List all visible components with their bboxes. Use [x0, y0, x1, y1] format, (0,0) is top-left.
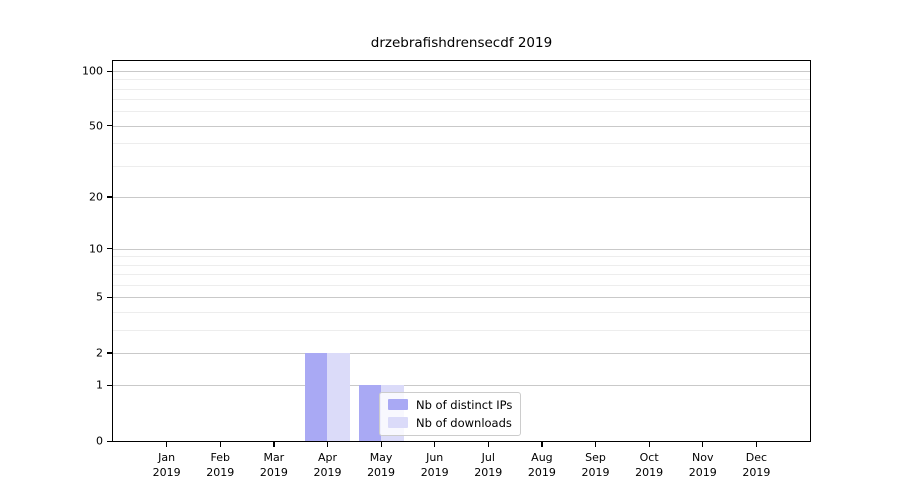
- legend-item-distinct-ips: Nb of distinct IPs: [388, 397, 512, 412]
- y-tick-label-0: 0: [96, 434, 103, 448]
- x-tick-label-jul: Jul 2019: [474, 451, 503, 479]
- y-tick-1: [107, 384, 112, 387]
- y-tick-50: [107, 125, 112, 127]
- x-tick-label-feb: Feb 2019: [206, 451, 235, 479]
- x-tick-oct: [648, 442, 650, 447]
- gridline-minor-60: [113, 111, 810, 113]
- y-tick-5: [107, 296, 112, 299]
- y-tick-label-2: 2: [96, 346, 103, 360]
- x-tick-label-may: May 2019: [367, 451, 396, 479]
- legend-swatch-distinct-ips: [388, 399, 408, 410]
- x-tick-label-aug: Aug 2019: [527, 451, 556, 479]
- x-tick-sep: [595, 442, 597, 447]
- y-tick-100: [107, 70, 112, 72]
- plot-area: [112, 60, 811, 442]
- gridline-major-1: [113, 385, 810, 387]
- legend-item-downloads: Nb of downloads: [388, 415, 512, 430]
- y-tick-label-1: 1: [96, 378, 103, 392]
- gridline-minor-70: [113, 99, 810, 101]
- y-tick-label-50: 50: [89, 119, 103, 133]
- gridline-minor-30: [113, 165, 810, 167]
- x-tick-label-apr: Apr 2019: [313, 451, 342, 479]
- gridline-minor-4: [113, 311, 810, 313]
- x-tick-nov: [702, 442, 704, 447]
- x-tick-label-dec: Dec 2019: [742, 451, 771, 479]
- chart-title: drzebrafishdrensecdf 2019: [370, 35, 553, 51]
- x-tick-label-jun: Jun 2019: [420, 451, 449, 479]
- x-tick-dec: [755, 442, 758, 447]
- y-tick-20: [107, 196, 112, 198]
- y-tick-label-10: 10: [89, 242, 103, 256]
- x-tick-jul: [487, 442, 489, 447]
- y-tick-label-5: 5: [96, 290, 103, 304]
- x-tick-label-nov: Nov 2019: [688, 451, 717, 479]
- y-tick-label-100: 100: [82, 64, 103, 78]
- gridline-major-2: [113, 352, 810, 354]
- gridline-minor-7: [113, 274, 810, 276]
- gridline-major-20: [113, 196, 810, 198]
- x-tick-jan: [166, 442, 168, 447]
- legend: Nb of distinct IPs Nb of downloads: [379, 392, 522, 436]
- y-tick-0: [107, 440, 112, 442]
- bar-may-distinct-ips: [358, 385, 382, 441]
- x-tick-label-oct: Oct 2019: [635, 451, 664, 479]
- x-tick-jun: [434, 442, 436, 447]
- gridline-major-100: [113, 71, 810, 72]
- x-tick-label-mar: Mar 2019: [259, 451, 288, 479]
- gridline-major-5: [113, 297, 810, 299]
- y-tick-2: [107, 352, 112, 354]
- y-tick-10: [107, 248, 112, 250]
- x-tick-label-sep: Sep 2019: [581, 451, 610, 479]
- y-tick-label-20: 20: [89, 190, 103, 204]
- x-tick-aug: [541, 442, 543, 447]
- x-tick-label-jan: Jan 2019: [152, 451, 181, 479]
- gridline-minor-9: [113, 256, 810, 258]
- bar-apr-distinct-ips: [304, 352, 328, 441]
- gridline-minor-6: [113, 284, 810, 286]
- x-tick-feb: [219, 442, 221, 447]
- x-tick-may: [380, 442, 382, 447]
- legend-label-distinct-ips: Nb of distinct IPs: [416, 397, 513, 412]
- legend-swatch-downloads: [388, 417, 408, 428]
- legend-label-downloads: Nb of downloads: [416, 415, 512, 430]
- x-tick-mar: [273, 442, 275, 447]
- gridline-major-50: [113, 125, 810, 127]
- gridline-minor-8: [113, 264, 810, 266]
- bar-apr-downloads: [327, 352, 350, 441]
- x-tick-apr: [326, 442, 329, 447]
- gridline-minor-90: [113, 79, 810, 81]
- gridline-minor-3: [113, 329, 810, 331]
- gridline-major-10: [113, 248, 810, 250]
- gridline-minor-40: [113, 143, 810, 145]
- gridline-minor-80: [113, 88, 810, 90]
